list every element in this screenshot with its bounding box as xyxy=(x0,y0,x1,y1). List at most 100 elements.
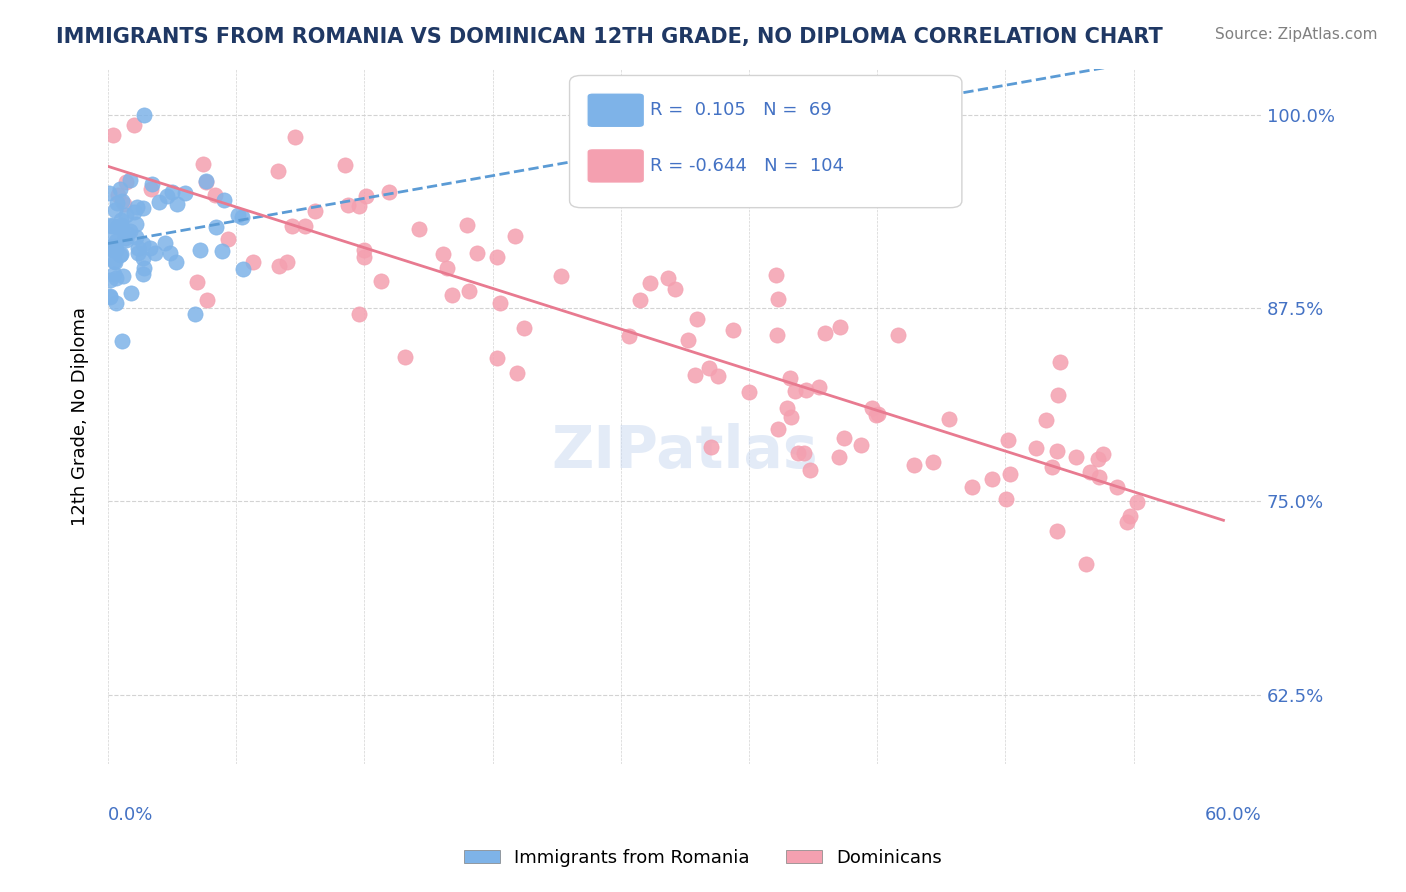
Text: Source: ZipAtlas.com: Source: ZipAtlas.com xyxy=(1215,27,1378,42)
Point xyxy=(353,244,375,258)
Point xyxy=(1087,451,1109,466)
Point xyxy=(148,195,170,210)
Point xyxy=(686,312,709,326)
Point xyxy=(657,271,679,285)
Point xyxy=(114,175,136,189)
Point xyxy=(111,194,134,208)
Point xyxy=(408,222,430,236)
Point xyxy=(134,108,156,122)
Point xyxy=(1046,444,1069,458)
Point xyxy=(111,334,134,348)
Point xyxy=(1088,470,1111,484)
Point xyxy=(697,361,720,376)
Point xyxy=(111,221,134,235)
Point xyxy=(105,296,128,310)
Point xyxy=(267,259,290,273)
Point xyxy=(1119,508,1142,523)
Point xyxy=(166,197,188,211)
Point xyxy=(108,182,131,196)
Point xyxy=(903,458,925,472)
Point xyxy=(115,227,138,241)
Point xyxy=(765,268,787,283)
Point xyxy=(1091,447,1114,461)
Point xyxy=(513,320,536,334)
Point xyxy=(217,232,239,246)
Point xyxy=(457,284,479,298)
Point xyxy=(354,188,377,202)
Point xyxy=(205,219,228,234)
Point xyxy=(505,228,527,243)
Point xyxy=(100,219,122,233)
Point xyxy=(160,185,183,199)
Text: IMMIGRANTS FROM ROMANIA VS DOMINICAN 12TH GRADE, NO DIPLOMA CORRELATION CHART: IMMIGRANTS FROM ROMANIA VS DOMINICAN 12T… xyxy=(56,27,1163,46)
Point xyxy=(394,350,416,364)
Point xyxy=(886,328,908,343)
Point xyxy=(617,328,640,343)
Point xyxy=(304,203,326,218)
Point xyxy=(997,433,1019,447)
Point xyxy=(195,175,218,189)
Point xyxy=(174,186,197,201)
FancyBboxPatch shape xyxy=(569,76,962,208)
Point xyxy=(125,217,148,231)
Point xyxy=(860,401,883,416)
Point xyxy=(139,242,162,256)
Point xyxy=(1046,524,1069,538)
Point xyxy=(195,293,218,307)
Point xyxy=(139,182,162,196)
Point xyxy=(276,254,298,268)
Point xyxy=(793,446,815,460)
Point xyxy=(922,455,945,469)
Point xyxy=(995,491,1018,506)
Point xyxy=(765,328,787,343)
Point xyxy=(353,250,375,264)
Point xyxy=(100,240,122,254)
Point xyxy=(125,230,148,244)
Point xyxy=(125,200,148,214)
Point xyxy=(1040,460,1063,475)
Point xyxy=(100,232,122,246)
Point xyxy=(183,307,205,321)
Point xyxy=(488,296,510,310)
Point xyxy=(103,128,125,142)
Point xyxy=(141,177,163,191)
Point xyxy=(832,431,855,445)
Point xyxy=(436,260,458,275)
Point xyxy=(628,293,651,307)
Point xyxy=(232,261,254,276)
Point xyxy=(828,450,851,465)
Point xyxy=(165,254,187,268)
Point xyxy=(347,307,370,321)
Point xyxy=(231,210,253,224)
Point xyxy=(212,194,235,208)
Point xyxy=(186,275,208,289)
Point xyxy=(226,208,249,222)
Point xyxy=(779,410,801,425)
Legend: Immigrants from Romania, Dominicans: Immigrants from Romania, Dominicans xyxy=(457,842,949,874)
Point xyxy=(156,189,179,203)
Point xyxy=(868,407,890,421)
Point xyxy=(114,231,136,245)
Point xyxy=(851,437,873,451)
Point xyxy=(432,247,454,261)
Point xyxy=(211,244,233,259)
Point xyxy=(794,383,817,397)
Point xyxy=(814,326,837,340)
Point xyxy=(131,251,153,265)
Point xyxy=(101,244,124,258)
Point xyxy=(103,239,125,253)
Point xyxy=(1074,557,1097,571)
Point xyxy=(104,271,127,285)
Point xyxy=(1047,388,1070,402)
Point xyxy=(127,241,149,255)
Point xyxy=(124,204,146,219)
Point xyxy=(550,269,572,284)
Point xyxy=(104,234,127,248)
FancyBboxPatch shape xyxy=(586,149,644,184)
Text: 0.0%: 0.0% xyxy=(108,806,153,824)
Point xyxy=(799,462,821,476)
Point xyxy=(485,351,508,365)
Point xyxy=(155,236,177,251)
Point xyxy=(193,157,215,171)
Point xyxy=(776,401,799,416)
